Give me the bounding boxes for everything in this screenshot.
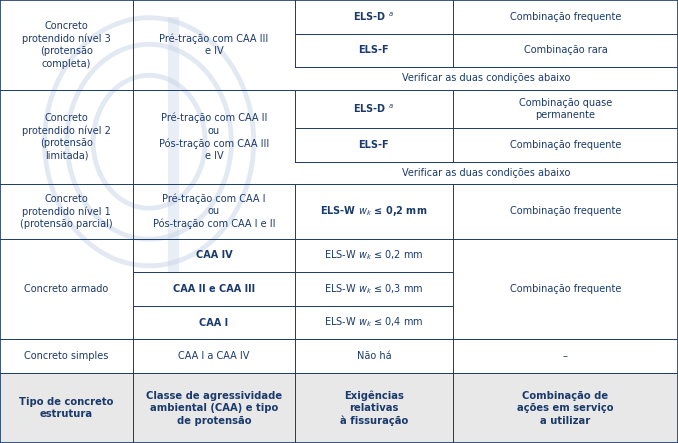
Text: Concreto simples: Concreto simples xyxy=(24,351,108,361)
Text: Combinação frequente: Combinação frequente xyxy=(510,206,621,217)
Text: ELS-W $w_k$ ≤ 0,2 mm: ELS-W $w_k$ ≤ 0,2 mm xyxy=(324,249,424,262)
Text: Classe de agressividade
ambiental (CAA) e tipo
de protensão: Classe de agressividade ambiental (CAA) … xyxy=(146,391,282,426)
Text: Combinação de
ações em serviço
a utilizar: Combinação de ações em serviço a utiliza… xyxy=(517,391,614,426)
Text: Pré-tração com CAA III
e IV: Pré-tração com CAA III e IV xyxy=(159,33,268,56)
Text: –: – xyxy=(563,351,568,361)
Text: CAA I a CAA IV: CAA I a CAA IV xyxy=(178,351,250,361)
Text: Pré-tração com CAA II
ou
Pós-tração com CAA III
e IV: Pré-tração com CAA II ou Pós-tração com … xyxy=(159,113,269,161)
Text: Exigências
relativas
à fissuração: Exigências relativas à fissuração xyxy=(340,390,408,426)
Text: Concreto
protendido nível 2
(protensão
limitada): Concreto protendido nível 2 (protensão l… xyxy=(22,113,111,161)
Text: ELS-D $^a$: ELS-D $^a$ xyxy=(353,11,395,23)
Text: Pré-tração com CAA I
ou
Pós-tração com CAA I e II: Pré-tração com CAA I ou Pós-tração com C… xyxy=(153,194,275,229)
Text: Verificar as duas condições abaixo: Verificar as duas condições abaixo xyxy=(402,74,571,83)
Text: ELS-D $^a$: ELS-D $^a$ xyxy=(353,103,395,115)
Text: CAA II e CAA III: CAA II e CAA III xyxy=(173,284,255,294)
Text: Combinação rara: Combinação rara xyxy=(523,45,607,55)
Text: Combinação frequente: Combinação frequente xyxy=(510,140,621,150)
Polygon shape xyxy=(0,0,678,373)
Polygon shape xyxy=(0,373,678,443)
Text: Não há: Não há xyxy=(357,351,391,361)
Polygon shape xyxy=(0,0,678,373)
Text: Concreto armado: Concreto armado xyxy=(24,284,108,294)
Text: ELS-F: ELS-F xyxy=(359,45,389,55)
Text: Concreto
protendido nível 3
(protensão
completa): Concreto protendido nível 3 (protensão c… xyxy=(22,21,111,69)
Text: ELS-F: ELS-F xyxy=(359,140,389,150)
Text: ELS-W $w_k$ ≤ 0,3 mm: ELS-W $w_k$ ≤ 0,3 mm xyxy=(324,282,424,296)
Text: Combinação quase
permanente: Combinação quase permanente xyxy=(519,98,612,120)
Text: Tipo de concreto
estrutura: Tipo de concreto estrutura xyxy=(19,397,114,420)
Text: Combinação frequente: Combinação frequente xyxy=(510,12,621,22)
Text: CAA I: CAA I xyxy=(199,318,228,327)
Text: CAA IV: CAA IV xyxy=(195,250,233,260)
Text: Concreto
protendido nível 1
(protensão parcial): Concreto protendido nível 1 (protensão p… xyxy=(20,194,113,229)
Text: ELS-W $w_k$ ≤ 0,2 mm: ELS-W $w_k$ ≤ 0,2 mm xyxy=(320,205,428,218)
Text: ELS-W $w_k$ ≤ 0,4 mm: ELS-W $w_k$ ≤ 0,4 mm xyxy=(324,315,424,330)
Text: Combinação frequente: Combinação frequente xyxy=(510,284,621,294)
Text: Verificar as duas condições abaixo: Verificar as duas condições abaixo xyxy=(402,168,571,178)
